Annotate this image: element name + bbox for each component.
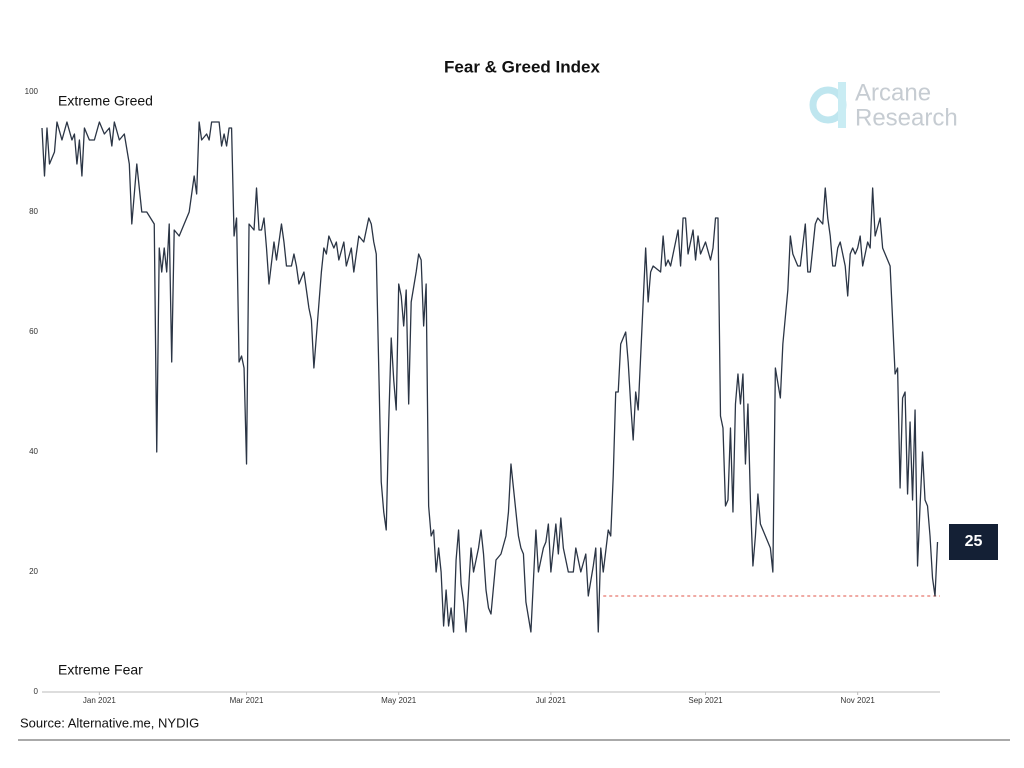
chart-title: Fear & Greed Index bbox=[444, 57, 600, 76]
series-line bbox=[41, 121, 939, 633]
last-value-box bbox=[949, 524, 998, 560]
x-tick-label: Jul 2021 bbox=[536, 696, 567, 705]
y-tick-label: 0 bbox=[34, 687, 39, 696]
annotation: Extreme Greed bbox=[58, 93, 153, 109]
x-tick-label: Nov 2021 bbox=[841, 696, 876, 705]
y-tick-label: 100 bbox=[25, 87, 39, 96]
x-tick-label: Sep 2021 bbox=[688, 696, 723, 705]
y-tick-label: 80 bbox=[29, 207, 38, 216]
y-tick-label: 20 bbox=[29, 567, 38, 576]
y-tick-label: 60 bbox=[29, 327, 38, 336]
logo-text: Arcane bbox=[855, 79, 931, 106]
x-tick-label: May 2021 bbox=[381, 696, 417, 705]
logo-text: Research bbox=[855, 104, 958, 131]
logo: Arcane Research bbox=[809, 79, 958, 131]
last-value-label: 25 bbox=[965, 533, 983, 550]
source: Source: Alternative.me, NYDIG bbox=[20, 715, 199, 730]
y-tick-label: 40 bbox=[29, 447, 38, 456]
logo-bar bbox=[838, 82, 846, 128]
x-tick-label: Mar 2021 bbox=[230, 696, 264, 705]
x-tick-label: Jan 2021 bbox=[83, 696, 116, 705]
annotation: Extreme Fear bbox=[58, 662, 143, 678]
